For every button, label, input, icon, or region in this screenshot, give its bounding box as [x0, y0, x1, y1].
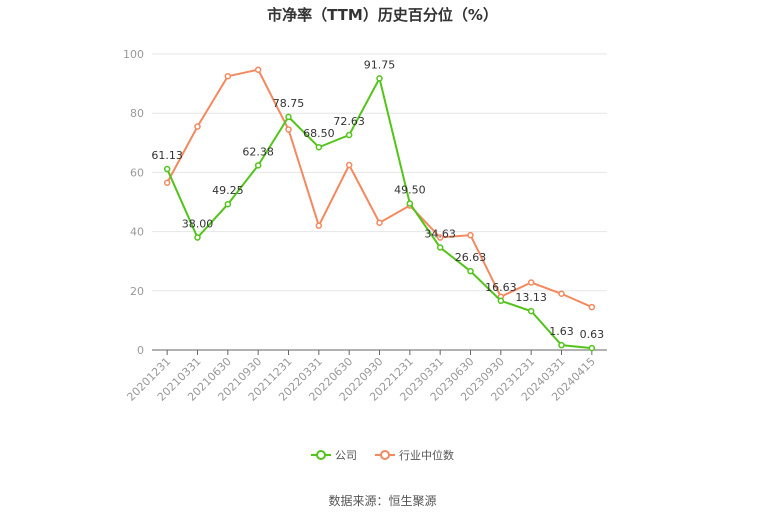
data-point-company: [315, 143, 323, 151]
data-point-company: [497, 297, 505, 305]
data-point-company: [527, 307, 535, 315]
data-label-company: 91.75: [364, 58, 396, 71]
data-point-company: [436, 244, 444, 251]
data-label-company: 34.63: [424, 227, 456, 240]
data-point-company: [588, 344, 596, 352]
data-point-company: [163, 165, 171, 173]
data-point-company: [406, 200, 414, 207]
data-point-industry-median: [436, 234, 444, 241]
legend-item-company[interactable]: 公司: [311, 447, 357, 463]
data-source: 数据来源：恒生聚源: [328, 494, 437, 508]
data-point-industry-median: [285, 126, 292, 133]
data-label-company: 1.63: [549, 325, 574, 338]
legend-swatch-industry-median: [375, 450, 395, 460]
data-point-industry-median: [376, 219, 383, 226]
data-point-industry-median: [588, 303, 596, 311]
legend-item-industry-median[interactable]: 行业中位数: [375, 447, 454, 463]
y-tick-label: 60: [130, 166, 144, 179]
y-tick-label: 80: [130, 107, 144, 120]
data-point-company: [558, 341, 565, 349]
data-point-industry-median: [467, 231, 474, 239]
y-tick-label: 0: [137, 344, 144, 357]
data-label-company: 38.00: [182, 218, 214, 231]
y-tick-label: 40: [130, 226, 144, 239]
legend-label-industry-median: 行业中位数: [399, 449, 454, 462]
data-point-industry-median: [194, 123, 201, 130]
data-point-company: [285, 113, 292, 121]
legend-label-company: 公司: [335, 449, 357, 462]
data-point-company: [194, 234, 201, 241]
data-point-industry-median: [254, 66, 262, 73]
data-label-company: 62.38: [242, 145, 274, 158]
data-label-company: 13.13: [515, 291, 547, 304]
data-point-company: [345, 131, 353, 139]
data-point-industry-median: [163, 179, 171, 187]
y-tick-label: 20: [130, 285, 144, 298]
data-point-company: [254, 162, 262, 169]
data-point-industry-median: [224, 72, 232, 80]
data-point-industry-median: [315, 222, 323, 229]
data-label-company: 78.75: [273, 97, 305, 110]
data-label-company: 49.50: [394, 183, 426, 196]
legend: 公司 行业中位数: [0, 447, 765, 463]
chart-title: 市净率（TTM）历史百分位（%）: [267, 6, 498, 24]
data-point-company: [224, 200, 232, 208]
data-point-industry-median: [527, 279, 535, 286]
y-tick-label: 100: [123, 48, 144, 61]
data-point-industry-median: [345, 161, 353, 169]
data-label-company: 61.13: [151, 149, 183, 162]
data-point-industry-median: [558, 290, 565, 298]
data-label-company: 16.63: [485, 281, 517, 294]
data-label-company: 49.25: [212, 184, 244, 197]
series-line-company: [166, 75, 592, 350]
data-label-company: 0.63: [580, 328, 605, 341]
data-point-company: [467, 267, 474, 275]
legend-swatch-company: [311, 450, 331, 460]
data-label-company: 68.50: [303, 127, 335, 140]
data-point-company: [376, 75, 383, 82]
data-label-company: 72.63: [333, 115, 365, 128]
data-label-company: 26.63: [455, 251, 487, 264]
